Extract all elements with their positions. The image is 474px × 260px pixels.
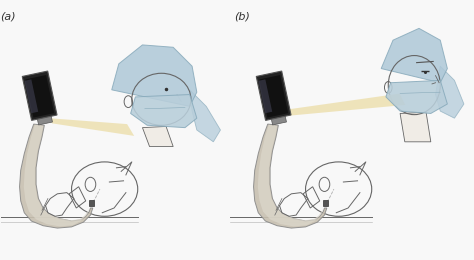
Polygon shape (256, 71, 291, 120)
Polygon shape (259, 75, 288, 118)
Polygon shape (284, 94, 405, 116)
Polygon shape (24, 125, 90, 226)
Polygon shape (190, 90, 220, 142)
Polygon shape (89, 200, 94, 206)
Polygon shape (386, 80, 447, 113)
Text: (b): (b) (235, 12, 251, 22)
Polygon shape (254, 124, 327, 228)
Polygon shape (24, 79, 38, 113)
Polygon shape (131, 95, 197, 128)
Polygon shape (49, 118, 134, 136)
Polygon shape (400, 112, 431, 142)
Polygon shape (19, 124, 93, 228)
Polygon shape (436, 66, 464, 118)
Polygon shape (37, 115, 53, 125)
Polygon shape (112, 45, 197, 106)
Polygon shape (22, 71, 57, 120)
Polygon shape (258, 125, 324, 226)
Polygon shape (323, 200, 328, 206)
Polygon shape (271, 115, 286, 125)
Polygon shape (258, 79, 272, 113)
Polygon shape (25, 75, 54, 118)
Polygon shape (143, 126, 173, 147)
Polygon shape (381, 28, 447, 83)
Text: (a): (a) (0, 12, 16, 22)
